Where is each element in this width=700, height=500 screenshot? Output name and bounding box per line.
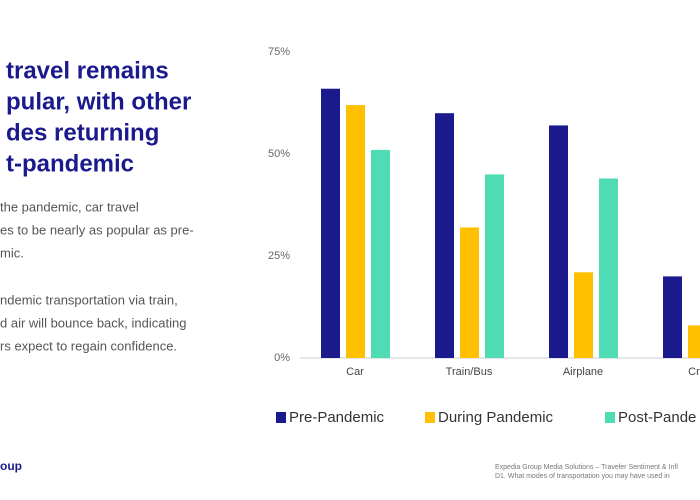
bar xyxy=(663,276,682,358)
legend-label: Pre-Pandemic xyxy=(289,409,385,426)
bar xyxy=(599,178,618,358)
y-tick-label: 0% xyxy=(274,352,290,364)
bar xyxy=(460,227,479,358)
legend-label: During Pandemic xyxy=(438,409,554,426)
bar xyxy=(371,149,390,358)
x-tick-label: Airplane xyxy=(563,366,603,378)
body-text: rs expect to regain confidence. xyxy=(0,338,177,353)
y-tick-label: 25% xyxy=(268,250,290,262)
body-text: the pandemic, car travel xyxy=(0,199,139,214)
slide-title: travel remains xyxy=(6,57,169,84)
slide-title: pular, with other xyxy=(6,88,191,115)
y-tick-label: 75% xyxy=(268,46,290,58)
bar xyxy=(321,88,340,358)
slide-title: des returning xyxy=(6,119,159,146)
body-text: es to be nearly as popular as pre- xyxy=(0,222,194,237)
bar xyxy=(346,105,365,358)
legend-label: Post-Pande xyxy=(618,409,696,426)
body-text: mic. xyxy=(0,245,24,260)
body-text: ndemic transportation via train, xyxy=(0,292,178,307)
slide-title: t-pandemic xyxy=(6,150,134,177)
bar xyxy=(485,174,504,358)
logo: oup xyxy=(0,459,22,473)
bar xyxy=(435,113,454,358)
legend-swatch xyxy=(276,412,286,423)
footer-text: D1. What modes of transportation you may… xyxy=(495,473,670,480)
body-text: d air will bounce back, indicating xyxy=(0,315,186,330)
x-tick-label: Train/Bus xyxy=(446,366,493,378)
y-tick-label: 50% xyxy=(268,148,290,160)
footer-text: Expedia Group Media Solutions – Traveler… xyxy=(495,464,678,471)
legend-swatch xyxy=(425,412,435,423)
legend-swatch xyxy=(605,412,615,423)
x-tick-label: Cru xyxy=(688,366,700,378)
bar xyxy=(688,325,700,358)
x-tick-label: Car xyxy=(346,366,364,378)
bar xyxy=(574,272,593,358)
bar xyxy=(549,125,568,358)
